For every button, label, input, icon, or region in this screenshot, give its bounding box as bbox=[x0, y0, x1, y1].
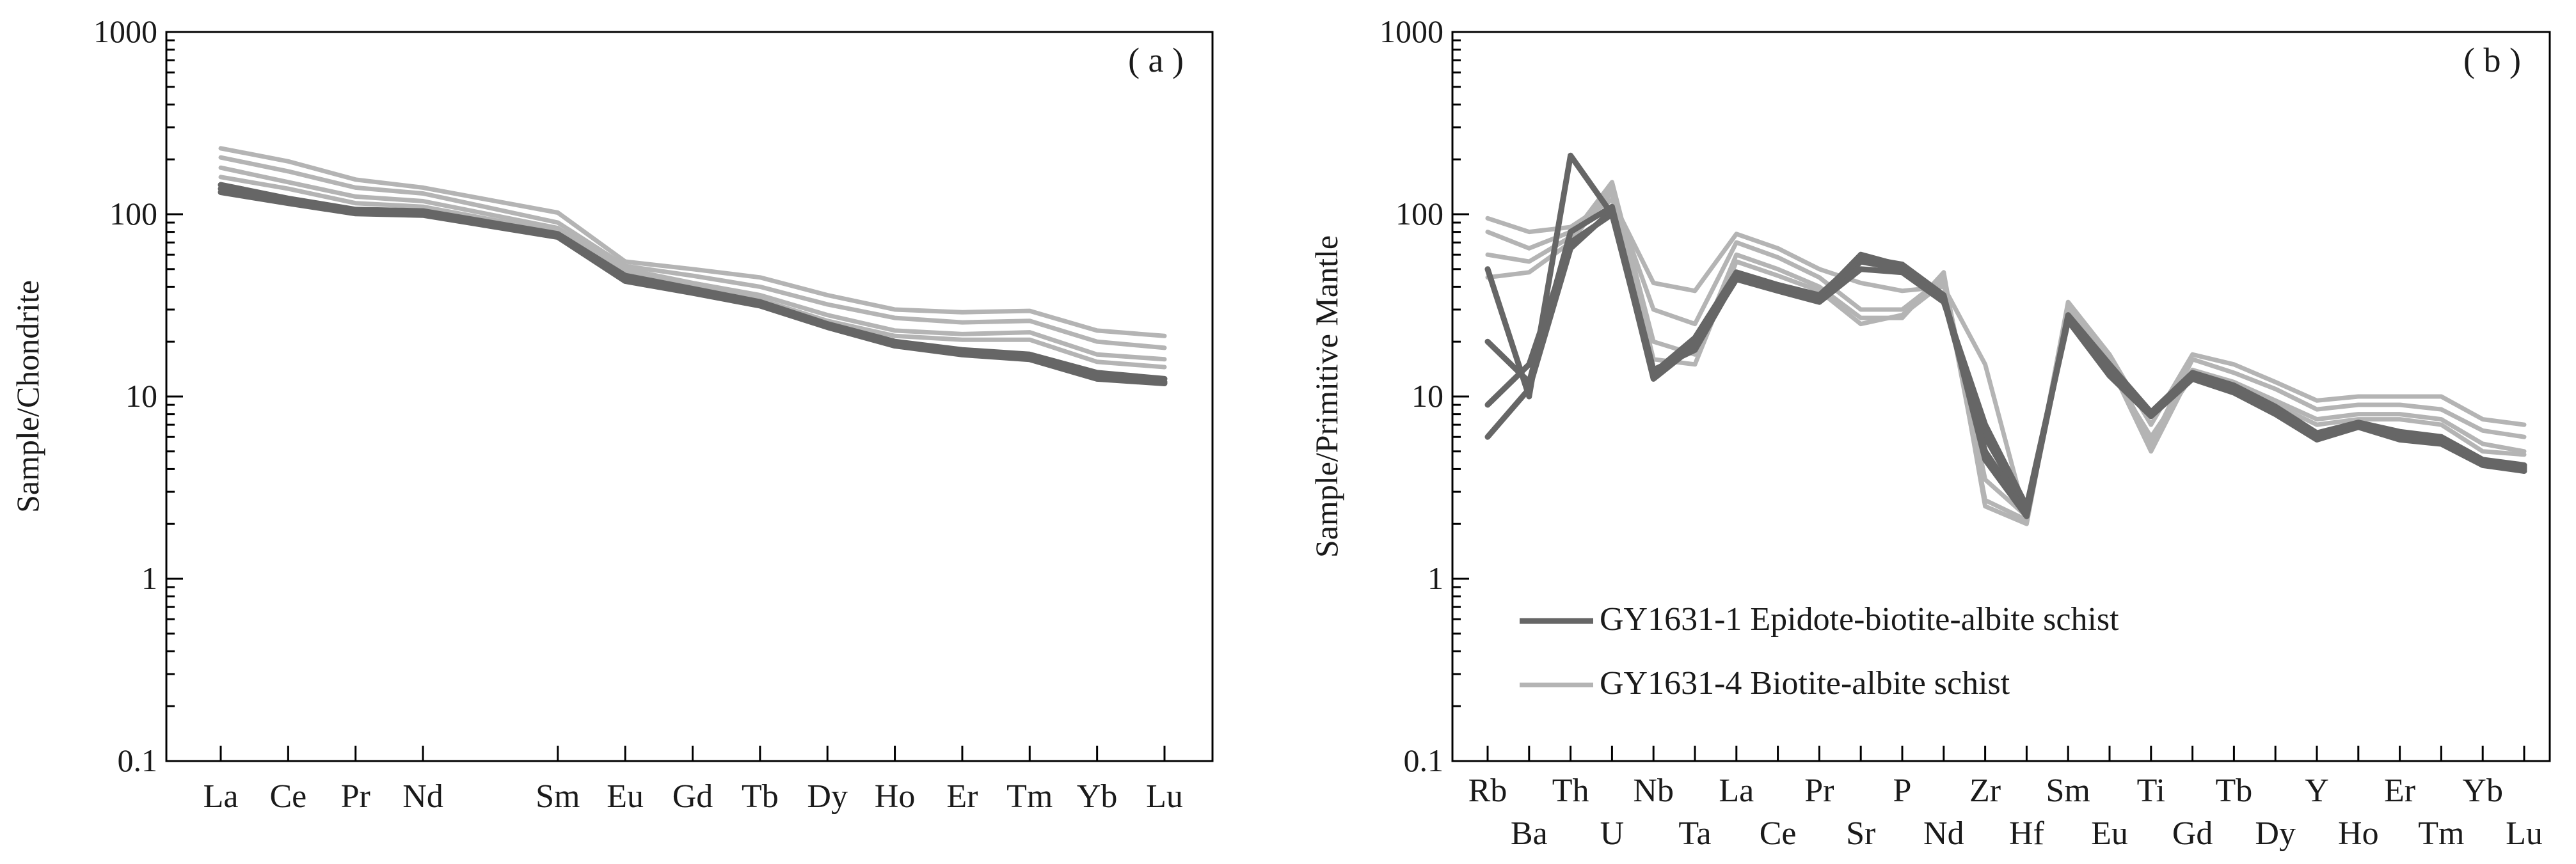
x-tick-label: Er bbox=[2384, 773, 2415, 809]
x-tick-label: Lu bbox=[2506, 815, 2543, 852]
x-tick-label: Sr bbox=[1846, 815, 1875, 852]
x-tick-label: Tb bbox=[742, 778, 779, 815]
legend-label: GY1631-1 Epidote-biotite-albite schist bbox=[1600, 601, 2119, 638]
x-tick-label: Dy bbox=[807, 778, 848, 815]
x-tick-label: Ti bbox=[2137, 773, 2165, 809]
series-line-light bbox=[218, 175, 1167, 370]
x-tick-label: Ho bbox=[875, 778, 916, 815]
x-tick-label: La bbox=[1719, 773, 1754, 809]
x-tick-label: Yb bbox=[1077, 778, 1118, 815]
panel-a: 1000 100 10 1 0.1 Sample/Chondrite ( a ) La Ce Pr… bbox=[10, 13, 1214, 815]
y-tick-label: 0.1 bbox=[118, 742, 158, 778]
x-tick-label: Lu bbox=[1146, 778, 1183, 815]
x-tick-label: Tm bbox=[2418, 815, 2464, 852]
y-tick-label: 10 bbox=[1411, 378, 1443, 414]
x-tick-label: Ce bbox=[1760, 815, 1797, 852]
x-tick-label: Zr bbox=[1969, 773, 2001, 809]
x-tick-label: Gd bbox=[2172, 815, 2213, 852]
series-line-light bbox=[218, 165, 1167, 362]
x-tick-label: U bbox=[1600, 815, 1625, 852]
x-tick-label: Ta bbox=[1678, 815, 1711, 852]
x-tick-label: Ba bbox=[1511, 815, 1548, 852]
y-tick-label: 10 bbox=[125, 378, 157, 414]
y-tick-label: 100 bbox=[1395, 196, 1443, 232]
x-tick-label: Hf bbox=[2009, 815, 2045, 852]
x-tick-label: La bbox=[203, 778, 239, 815]
series-line-dark bbox=[1484, 211, 2527, 519]
x-tick-label: Eu bbox=[2091, 815, 2128, 852]
y-tick-label: 1 bbox=[141, 560, 157, 596]
x-tick-label: Pr bbox=[341, 778, 370, 815]
x-tick-label: Pr bbox=[1804, 773, 1834, 809]
series-line-light bbox=[1485, 180, 2527, 526]
x-tick-label: Tm bbox=[1006, 778, 1053, 815]
x-tick-label: Dy bbox=[2255, 815, 2296, 852]
series-line-light bbox=[218, 155, 1167, 350]
plot-frame bbox=[165, 31, 1214, 762]
x-tick-label: Ce bbox=[269, 778, 306, 815]
y-tick-label: 1000 bbox=[93, 13, 157, 49]
x-tick-label: Nd bbox=[402, 778, 443, 815]
x-tick-label: Eu bbox=[607, 778, 644, 815]
series-line-dark bbox=[1484, 207, 2527, 510]
y-tick-label: 0.1 bbox=[1404, 742, 1444, 778]
panel-label: ( b ) bbox=[2463, 41, 2521, 79]
y-tick-label: 100 bbox=[109, 196, 157, 232]
y-axis-label: Sample/Chondrite bbox=[10, 280, 45, 513]
x-tick-label: Sm bbox=[536, 778, 580, 815]
x-tick-label: Rb bbox=[1468, 773, 1507, 809]
x-tick-label: Yb bbox=[2462, 773, 2503, 809]
y-tick-label: 1 bbox=[1427, 560, 1443, 596]
x-tick-label: Th bbox=[1552, 773, 1589, 809]
x-tick-label: Sm bbox=[2046, 773, 2090, 809]
series-line-light bbox=[1485, 191, 2527, 519]
panel-label: ( a ) bbox=[1128, 41, 1184, 79]
panel-b: 1000 100 10 1 0.1 Sample/Primitive Mantle ( b … bbox=[1308, 13, 2551, 852]
x-tick-label: Gd bbox=[672, 778, 713, 815]
series-line-light bbox=[218, 146, 1167, 338]
y-tick-label: 1000 bbox=[1379, 13, 1443, 49]
x-tick-label: Nb bbox=[1633, 773, 1674, 809]
legend-label: GY1631-4 Biotite-albite schist bbox=[1600, 665, 2010, 702]
y-axis-label: Sample/Primitive Mantle bbox=[1308, 235, 1344, 558]
x-tick-label: Tb bbox=[2216, 773, 2253, 809]
x-tick-label: P bbox=[1893, 773, 1912, 809]
x-tick-label: Y bbox=[2305, 773, 2329, 809]
x-tick-label: Ho bbox=[2338, 815, 2379, 852]
series-line-light bbox=[1485, 197, 2527, 522]
x-tick-label: Nd bbox=[1923, 815, 1964, 852]
x-tick-label: Er bbox=[946, 778, 978, 815]
series-line-dark bbox=[218, 189, 1168, 386]
series-line-light bbox=[1485, 185, 2527, 522]
